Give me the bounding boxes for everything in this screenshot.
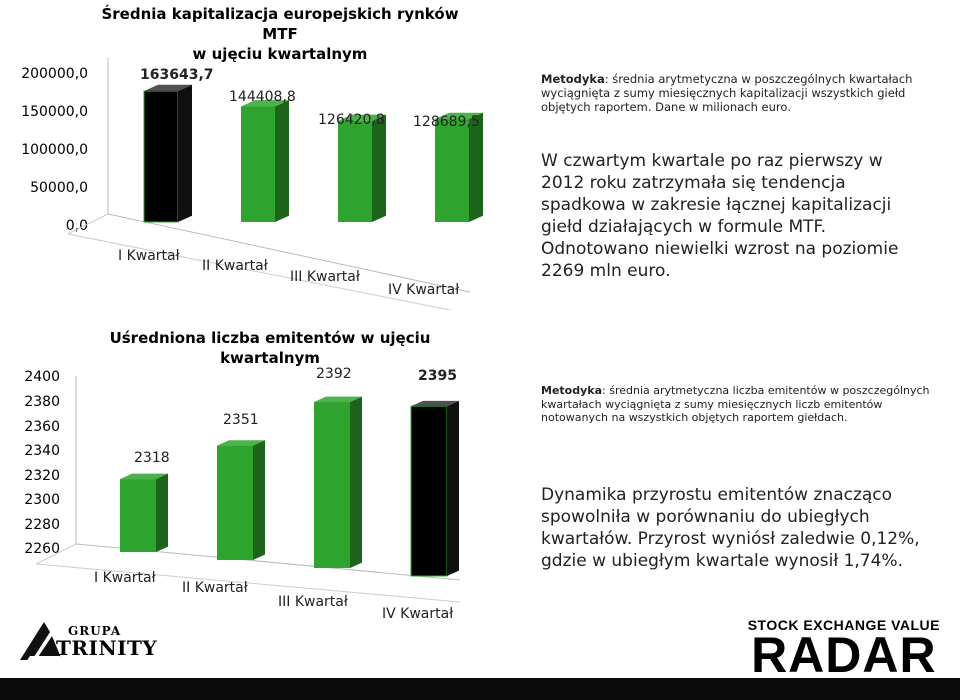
chart2-y-tick: 2400 xyxy=(24,369,60,385)
bar-top xyxy=(144,84,192,92)
category-label: III Kwartał xyxy=(278,594,348,610)
chart2-note-text: : średnia arytmetyczna liczba emitentów … xyxy=(541,384,930,424)
bar-top xyxy=(435,112,483,120)
bar-q4 xyxy=(435,112,483,222)
grupa-trinity-logo: GRUPA TRINITY xyxy=(16,616,157,666)
bar-top xyxy=(217,440,265,446)
bar-value-label: 2351 xyxy=(223,412,259,428)
bar-q2 xyxy=(217,440,265,560)
logo-right-line2: RADAR xyxy=(751,627,937,683)
bar-front xyxy=(241,106,275,222)
bar-top xyxy=(120,473,168,480)
bar-front xyxy=(217,445,253,560)
trinity-logo-mark xyxy=(20,622,64,662)
bar-side xyxy=(447,400,459,576)
chart1-y-tick: 50000,0 xyxy=(30,180,88,196)
bar-value-label: 2392 xyxy=(316,366,352,382)
category-label: I Kwartał xyxy=(94,570,156,586)
chart1-summary: W czwartym kwartale po raz pierwszy w 20… xyxy=(541,151,899,281)
bar-top xyxy=(314,396,362,403)
bar-side xyxy=(178,84,192,223)
bar-front xyxy=(338,120,372,222)
footer-bar xyxy=(0,678,960,700)
bar-value-label: 126420,8 xyxy=(318,112,385,128)
chart2-title: Uśredniona liczba emitentów w ujęciu kwa… xyxy=(109,329,431,367)
bar-side xyxy=(275,100,289,222)
logo-left-line1: GRUPA xyxy=(68,624,122,638)
chart2-summary: Dynamika przyrostu emitentów znacząco sp… xyxy=(541,485,920,571)
chart1-y-tick: 100000,0 xyxy=(21,142,88,158)
bar-top xyxy=(411,400,459,407)
chart2-y-tick: 2280 xyxy=(24,517,60,533)
bar-top xyxy=(241,100,289,107)
category-label: II Kwartał xyxy=(202,258,268,274)
chart2-y-tick: 2300 xyxy=(24,492,60,508)
bar-value-label: 128689,5 xyxy=(413,114,480,130)
bar-q3 xyxy=(314,396,362,568)
category-label: II Kwartał xyxy=(182,580,248,596)
chart-frame xyxy=(67,58,471,310)
bar-front xyxy=(143,90,179,223)
bar-side xyxy=(350,396,362,568)
chart1-title: Średnia kapitalizacja europejskich rynkó… xyxy=(90,4,470,64)
bar-q1 xyxy=(143,84,192,223)
chart1-methodology-note: Metodyka: średnia arytmetyczna w poszcze… xyxy=(541,72,941,114)
chart2-y-tick: 2260 xyxy=(24,541,60,557)
bar-front xyxy=(314,402,350,568)
chart1-note-bold: Metodyka xyxy=(541,72,605,86)
chart2-y-tick: 2380 xyxy=(24,394,60,410)
logo-right-line1: STOCK EXCHANGE VALUE xyxy=(747,617,940,633)
bar-side xyxy=(253,440,265,560)
bar-value-label: 2318 xyxy=(134,450,170,466)
bar-q4 xyxy=(410,400,459,577)
logo-left-line2: TRINITY xyxy=(56,636,158,660)
chart1-y-tick: 0,0 xyxy=(65,218,88,234)
bar-q2 xyxy=(241,100,289,222)
bar-front xyxy=(410,405,448,577)
chart1-plot: 163643,7 I Kwartał 144408,8 II Kwartał 12642… xyxy=(67,58,483,310)
chart1-title-line2: w ujęciu kwartalnym xyxy=(192,45,368,63)
radar-logo: STOCK EXCHANGE VALUE RADAR xyxy=(747,617,940,683)
chart2-y-tick: 2320 xyxy=(24,468,60,484)
bar-front xyxy=(120,479,156,552)
chart1-y-tick: 200000,0 xyxy=(21,66,88,82)
bar-side xyxy=(156,473,168,552)
bar-side xyxy=(469,112,483,222)
bar-value-label: 144408,8 xyxy=(229,89,296,105)
chart2-methodology-note: Metodyka: średnia arytmetyczna liczba em… xyxy=(541,384,941,425)
category-label: I Kwartał xyxy=(118,248,180,264)
bar-top xyxy=(338,114,386,121)
category-label: III Kwartał xyxy=(290,269,360,285)
bar-q3 xyxy=(338,114,386,222)
chart1-y-tick: 150000,0 xyxy=(21,104,88,120)
bar-value-label: 2395 xyxy=(418,368,457,384)
chart2-y-tick: 2340 xyxy=(24,443,60,459)
chart1-title-line1: Średnia kapitalizacja europejskich rynkó… xyxy=(101,5,459,43)
bar-q1 xyxy=(120,473,168,552)
bar-front xyxy=(435,119,469,222)
bar-side xyxy=(372,114,386,222)
chart1-note-text: : średnia arytmetyczna w poszczególnych … xyxy=(541,72,913,114)
chart2-note-bold: Metodyka xyxy=(541,384,603,397)
bar-value-label: 163643,7 xyxy=(140,67,214,83)
category-label: IV Kwartał xyxy=(388,282,459,298)
chart2-y-tick: 2360 xyxy=(24,419,60,435)
category-label: IV Kwartał xyxy=(382,606,453,622)
chart2-plot: 2318 I Kwartał 2351 II Kwartał 2392 III Kwart… xyxy=(35,366,461,622)
